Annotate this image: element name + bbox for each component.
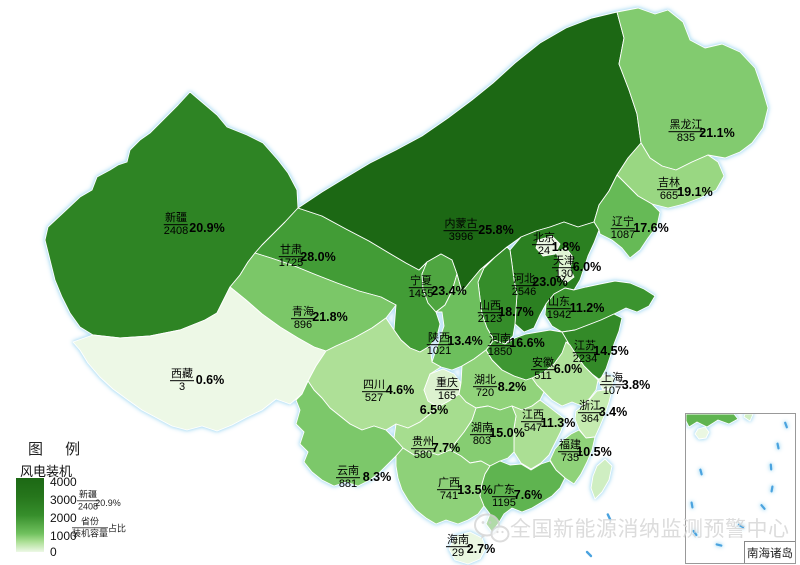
legend-caption-name: 省份 — [71, 516, 109, 529]
legend-title: 图 例 — [28, 441, 90, 458]
legend-caption-value: 装机容量 — [71, 528, 109, 539]
legend-subtitle: 风电装机 — [20, 464, 73, 479]
legend-tick: 4000 — [50, 475, 77, 489]
province-taiwan[interactable] — [590, 458, 613, 500]
legend-tick: 3000 — [50, 493, 77, 507]
province-beijing[interactable] — [535, 235, 561, 257]
province-hainan[interactable] — [448, 531, 487, 565]
legend-gradient-bar — [16, 478, 44, 552]
inset-hainan-island — [694, 426, 710, 440]
dash-segment — [784, 421, 788, 429]
dash-segment — [760, 504, 766, 510]
legend-tick: 1000 — [50, 529, 77, 543]
legend-sample-pct: 20.9% — [95, 498, 121, 508]
dash-segment — [737, 523, 745, 529]
province-tianjin[interactable] — [555, 247, 575, 284]
dash-segment — [692, 529, 698, 537]
province-shanghai[interactable] — [597, 373, 615, 391]
province-zhejiang[interactable] — [574, 389, 613, 439]
dash-segment — [585, 550, 593, 558]
province-xizang[interactable] — [72, 286, 327, 432]
province-guangxi[interactable] — [395, 447, 491, 525]
south-china-sea-inset: 南海诸岛 — [685, 413, 796, 564]
province-heilongjiang[interactable] — [616, 7, 769, 171]
legend-caption-pct: 占比 — [107, 523, 127, 534]
nine-dash-line — [585, 513, 612, 558]
province-yunnan[interactable] — [295, 380, 404, 487]
province-liaoning[interactable] — [593, 174, 661, 259]
inset-title: 南海诸岛 — [744, 541, 795, 563]
legend-caption-fraction: 省份 装机容量 — [71, 516, 109, 540]
dash-segment — [769, 463, 773, 471]
dash-segment — [690, 501, 694, 509]
inset-taiwan-tip — [743, 413, 754, 422]
province-shapes — [44, 7, 769, 565]
inset-map-svg — [685, 413, 788, 547]
legend-tick: 2000 — [50, 511, 77, 525]
legend-sample-name: 新疆 — [76, 489, 100, 502]
dash-segment — [770, 485, 774, 493]
dash-segment — [606, 513, 612, 521]
province-guangdong[interactable] — [479, 460, 566, 533]
legend-sample-fraction: 新疆 2408 — [76, 489, 100, 513]
dash-segment — [715, 543, 723, 547]
legend-tick: 0 — [50, 545, 57, 559]
dash-segment — [776, 442, 780, 450]
dash-segment — [699, 468, 703, 476]
inset-coast — [685, 413, 739, 428]
legend-sample-value: 2408 — [77, 501, 99, 512]
